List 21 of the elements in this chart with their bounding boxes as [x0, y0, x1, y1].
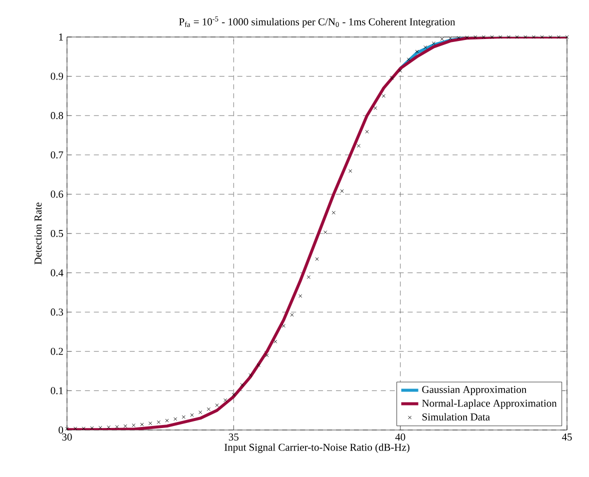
x-tick-label: 40 [395, 434, 406, 441]
legend-label: Simulation Data [422, 413, 490, 420]
y-tick-label: 0.4 [50, 269, 64, 276]
y-tick-label: 0.9 [50, 72, 64, 80]
y-tick-label: 0.2 [50, 348, 63, 355]
y-tick-label: 0.6 [50, 190, 64, 198]
y-axis-title: Detection Rate [34, 202, 42, 264]
x-tick-label: 45 [562, 434, 572, 441]
y-tick-label: 0.3 [50, 308, 64, 316]
x-tick-label: 30 [62, 434, 72, 441]
legend-label: Gaussian Approximation [422, 386, 526, 396]
y-tick-label: 0.7 [50, 151, 64, 158]
x-tick-label: 35 [228, 434, 238, 441]
y-tick-label: 0.1 [50, 387, 63, 394]
y-tick-label: 1 [59, 34, 63, 40]
x-axis-title: Input Signal Carrier-to-Noise Ratio (dB-Hz) [224, 443, 410, 453]
legend-label: Normal-Laplace Approximation [422, 399, 557, 409]
y-tick-label: 0.8 [50, 112, 64, 120]
y-tick-label: 0 [58, 426, 64, 434]
chart-title: P$_{fa}$ = 10$^{-5}$ - 1000 simulations per C/N$_{0}$ - 1ms Coherent Integration [179, 16, 456, 28]
y-tick-label: 0.5 [50, 230, 64, 238]
